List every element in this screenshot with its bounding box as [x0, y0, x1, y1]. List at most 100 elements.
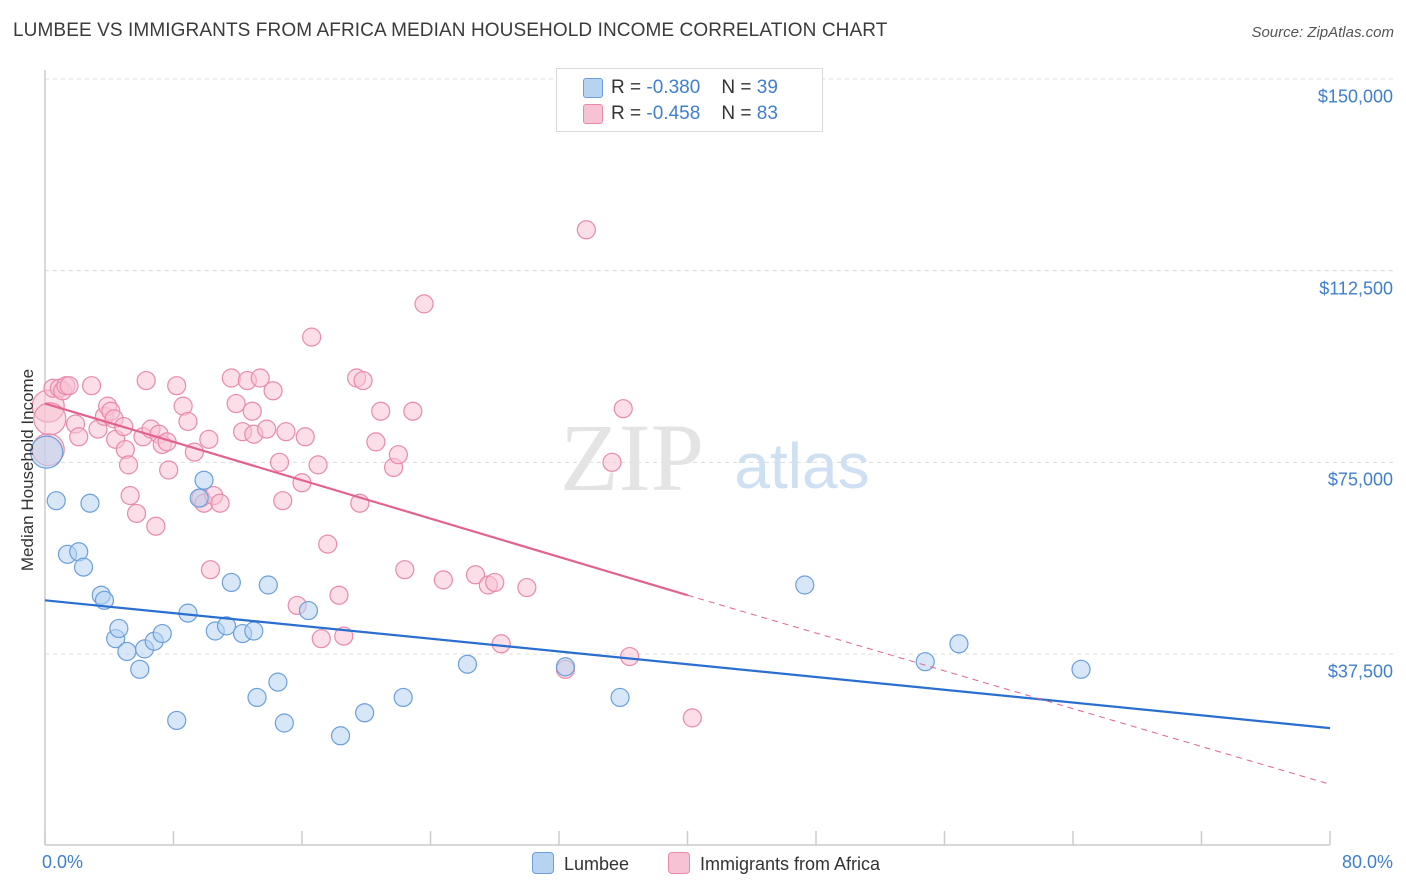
- africa-point: [178, 411, 198, 432]
- lumbee-point: [268, 672, 288, 692]
- grid-lines: [45, 78, 1393, 655]
- africa-point: [311, 629, 331, 649]
- legend-r-value-africa: -0.458: [646, 103, 701, 124]
- bottom-legend-label-lumbee: Lumbee: [564, 854, 630, 874]
- lumbee-point: [355, 703, 375, 723]
- lumbee-point: [555, 657, 576, 677]
- lumbee-point: [46, 491, 66, 511]
- legend-n-value-africa: 83: [756, 103, 778, 124]
- y-tick-label: $75,000: [1327, 469, 1393, 490]
- bottom-legend-africa: Immigrants from Africa: [668, 852, 880, 875]
- lumbee-point: [194, 470, 214, 490]
- lumbee-point: [80, 493, 100, 513]
- africa-point: [226, 393, 246, 414]
- y-axis-label: Median Household Income: [18, 368, 37, 572]
- africa-point: [366, 432, 386, 452]
- x-tick-label-min: 0.0%: [42, 852, 84, 872]
- africa-point: [576, 220, 596, 240]
- legend-swatch-lumbee: [583, 78, 603, 98]
- lumbee-point: [610, 687, 630, 708]
- africa-point: [242, 401, 262, 421]
- africa-point: [371, 401, 391, 421]
- series-lumbee-points: [30, 435, 1091, 746]
- lumbee-point: [216, 616, 237, 636]
- africa-point: [491, 634, 511, 654]
- lumbee-point: [298, 600, 319, 621]
- africa-point: [517, 577, 537, 598]
- africa-point: [433, 570, 453, 590]
- bottom-legend-swatch-africa: [668, 852, 690, 874]
- lumbee-point: [949, 634, 969, 654]
- lumbee-point: [152, 623, 172, 644]
- africa-point: [395, 560, 415, 580]
- africa-point: [221, 368, 241, 388]
- africa-point: [276, 422, 296, 442]
- africa-point: [388, 445, 408, 465]
- africa-point: [682, 708, 702, 728]
- africa-point: [602, 452, 622, 472]
- trend-line-africa-extension: [687, 594, 1331, 785]
- africa-point: [485, 572, 505, 593]
- lumbee-point: [393, 687, 413, 708]
- lumbee-point: [244, 621, 264, 641]
- watermark-atlas: atlas: [734, 430, 869, 502]
- africa-point: [136, 370, 156, 391]
- africa-point: [295, 427, 315, 447]
- y-tick-label: $150,000: [1317, 86, 1393, 107]
- africa-point: [69, 427, 89, 447]
- africa-point: [200, 560, 221, 580]
- africa-point: [59, 376, 79, 396]
- legend-r-label: R =: [611, 77, 642, 98]
- lumbee-point: [258, 575, 278, 595]
- africa-point: [210, 493, 230, 513]
- africa-point: [334, 626, 354, 646]
- y-tick-label: $112,500: [1319, 278, 1393, 299]
- legend-r-value-lumbee: -0.380: [646, 77, 701, 98]
- lumbee-point: [795, 575, 815, 595]
- correlation-legend: R = -0.380 N = 39 R = -0.458 N = 83: [556, 68, 823, 132]
- legend-n-label: N =: [721, 77, 752, 98]
- x-tick-label-max: 80.0%: [1341, 852, 1393, 872]
- africa-point: [126, 503, 147, 524]
- africa-point: [403, 401, 423, 421]
- africa-point: [414, 294, 434, 314]
- africa-point: [120, 485, 140, 506]
- y-tick-label: $37,500: [1327, 661, 1393, 682]
- africa-point: [269, 452, 290, 472]
- legend-r-label: R =: [611, 103, 642, 124]
- africa-point: [257, 419, 277, 439]
- africa-point: [167, 376, 187, 396]
- lumbee-point: [117, 641, 137, 662]
- lumbee-point: [247, 687, 267, 708]
- source-label: Source: ZipAtlas.com: [1251, 24, 1394, 41]
- africa-point: [353, 370, 373, 391]
- trend-line-lumbee: [44, 599, 1331, 730]
- lumbee-point: [30, 435, 64, 469]
- bottom-legend-lumbee: Lumbee: [532, 852, 629, 875]
- africa-point: [250, 368, 270, 388]
- legend-swatch-africa: [583, 104, 603, 124]
- africa-point: [146, 516, 166, 536]
- africa-point: [263, 381, 283, 401]
- africa-point: [33, 402, 67, 436]
- trend-line-africa: [44, 402, 688, 597]
- lumbee-point: [109, 618, 129, 639]
- lumbee-point: [457, 654, 478, 674]
- lumbee-point: [189, 488, 209, 508]
- watermark: ZIP atlas: [560, 404, 870, 511]
- africa-point: [273, 491, 293, 511]
- bottom-legend-label-africa: Immigrants from Africa: [700, 854, 881, 874]
- lumbee-point: [221, 572, 241, 593]
- watermark-zip: ZIP: [560, 404, 704, 511]
- lumbee-point: [274, 713, 294, 733]
- bottom-legend-swatch-lumbee: [532, 852, 554, 874]
- trend-lines: [44, 402, 1331, 785]
- africa-point: [308, 455, 328, 475]
- africa-point: [318, 534, 338, 554]
- africa-point: [302, 327, 322, 347]
- lumbee-point: [1071, 659, 1091, 679]
- chart-title: LUMBEE VS IMMIGRANTS FROM AFRICA MEDIAN …: [13, 20, 888, 41]
- africa-point: [118, 455, 139, 475]
- africa-point: [199, 429, 219, 449]
